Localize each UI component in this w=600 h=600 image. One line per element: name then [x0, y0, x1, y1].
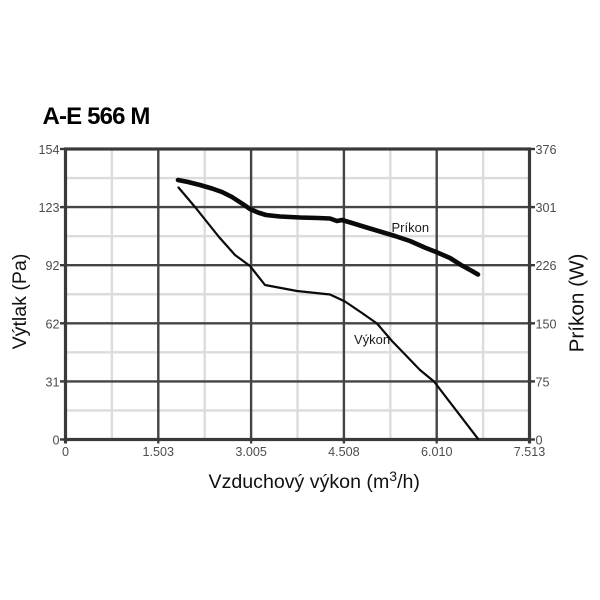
svg-text:4.508: 4.508 — [328, 445, 360, 459]
svg-text:Výtlak (Pa): Výtlak (Pa) — [9, 254, 31, 350]
svg-text:Výkon: Výkon — [354, 332, 390, 347]
svg-text:Príkon (W): Príkon (W) — [566, 254, 589, 353]
svg-text:Príkon: Príkon — [392, 220, 430, 235]
svg-text:154: 154 — [38, 143, 59, 157]
svg-text:0: 0 — [62, 445, 69, 459]
svg-text:226: 226 — [536, 259, 557, 273]
svg-text:92: 92 — [45, 259, 59, 273]
svg-text:7.513: 7.513 — [514, 445, 546, 459]
svg-text:376: 376 — [536, 143, 557, 157]
svg-text:75: 75 — [536, 375, 550, 389]
svg-text:0: 0 — [52, 433, 59, 447]
svg-text:0: 0 — [536, 433, 543, 447]
svg-text:1.503: 1.503 — [143, 445, 175, 459]
svg-text:A-E 566 M: A-E 566 M — [43, 103, 150, 130]
svg-text:150: 150 — [536, 317, 557, 331]
svg-text:31: 31 — [45, 375, 59, 389]
svg-text:6.010: 6.010 — [421, 445, 453, 459]
svg-text:3.005: 3.005 — [235, 445, 267, 459]
svg-text:62: 62 — [45, 317, 59, 331]
svg-text:123: 123 — [38, 201, 59, 215]
svg-text:Vzduchový výkon (m3/h): Vzduchový výkon (m3/h) — [209, 468, 420, 493]
svg-text:301: 301 — [536, 201, 557, 215]
